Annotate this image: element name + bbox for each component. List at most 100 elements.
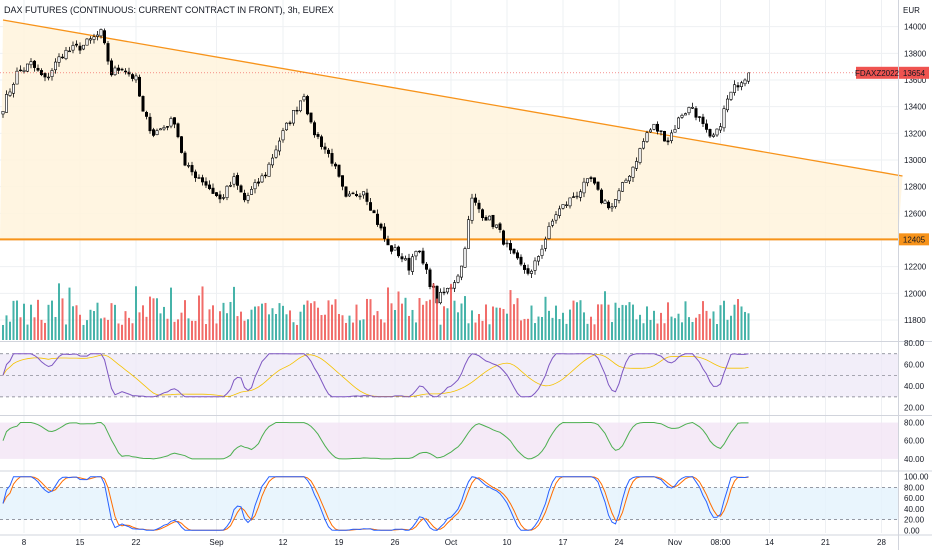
candle[interactable] <box>403 258 407 261</box>
candle[interactable] <box>624 179 628 183</box>
candle[interactable] <box>592 177 596 184</box>
candle[interactable] <box>32 60 36 68</box>
candle[interactable] <box>302 96 306 101</box>
candle[interactable] <box>599 189 603 204</box>
candle[interactable] <box>36 67 40 71</box>
candle[interactable] <box>484 217 488 221</box>
candle[interactable] <box>543 238 547 249</box>
candle[interactable] <box>120 68 124 71</box>
candle[interactable] <box>428 269 432 287</box>
candle[interactable] <box>25 63 29 72</box>
candle[interactable] <box>498 223 502 230</box>
candle[interactable] <box>204 181 208 186</box>
candle[interactable] <box>421 250 425 264</box>
candle[interactable] <box>550 220 554 226</box>
candle[interactable] <box>589 177 593 180</box>
candle[interactable] <box>687 107 691 114</box>
candle[interactable] <box>722 108 726 129</box>
candle[interactable] <box>57 56 61 63</box>
candle[interactable] <box>627 175 631 182</box>
candle[interactable] <box>561 204 565 209</box>
candle[interactable] <box>585 178 589 184</box>
candle[interactable] <box>326 149 330 154</box>
candle[interactable] <box>323 146 327 150</box>
candle[interactable] <box>155 130 159 136</box>
candle[interactable] <box>162 127 166 130</box>
candle[interactable] <box>708 129 712 137</box>
candle[interactable] <box>250 189 254 195</box>
candle[interactable] <box>690 107 694 109</box>
candle[interactable] <box>18 69 22 72</box>
candle[interactable] <box>152 129 156 136</box>
candle[interactable] <box>648 129 652 133</box>
candle[interactable] <box>180 136 184 153</box>
candle[interactable] <box>22 69 26 72</box>
candle[interactable] <box>606 201 610 209</box>
candle[interactable] <box>610 206 614 209</box>
candle[interactable] <box>718 126 722 131</box>
candle[interactable] <box>564 204 568 206</box>
candle[interactable] <box>736 85 740 88</box>
candle[interactable] <box>124 70 128 73</box>
candle[interactable] <box>393 247 397 251</box>
candle[interactable] <box>246 195 250 201</box>
candle[interactable] <box>68 50 72 53</box>
candle[interactable] <box>78 45 82 51</box>
candle[interactable] <box>60 56 64 59</box>
candle[interactable] <box>110 60 114 76</box>
candle[interactable] <box>515 252 519 259</box>
candle[interactable] <box>487 215 491 221</box>
candle[interactable] <box>711 134 715 137</box>
candle[interactable] <box>729 91 733 100</box>
candle[interactable] <box>701 116 705 124</box>
candle[interactable] <box>50 70 54 77</box>
candle[interactable] <box>365 192 369 202</box>
stochastic-d-line[interactable] <box>2 476 749 531</box>
candle[interactable] <box>89 38 93 41</box>
candle[interactable] <box>298 100 302 112</box>
candle[interactable] <box>305 96 309 115</box>
candle[interactable] <box>571 196 575 198</box>
candle[interactable] <box>208 184 212 190</box>
candle[interactable] <box>463 248 467 268</box>
candle[interactable] <box>501 230 505 245</box>
candle[interactable] <box>358 195 362 198</box>
candle[interactable] <box>183 152 187 166</box>
candle[interactable] <box>92 36 96 40</box>
candle[interactable] <box>337 164 341 177</box>
candle[interactable] <box>452 282 456 289</box>
candle[interactable] <box>344 186 348 197</box>
candle[interactable] <box>138 76 142 97</box>
candle[interactable] <box>382 226 386 239</box>
candle[interactable] <box>631 166 635 178</box>
candle[interactable] <box>1 111 5 115</box>
candle[interactable] <box>547 226 551 239</box>
stochastic-k-line[interactable] <box>2 476 749 531</box>
candle[interactable] <box>389 245 393 252</box>
candle[interactable] <box>522 264 526 270</box>
candle[interactable] <box>603 200 607 204</box>
candle[interactable] <box>260 175 264 183</box>
candle[interactable] <box>15 70 19 85</box>
candle[interactable] <box>64 49 68 59</box>
candle[interactable] <box>145 111 149 117</box>
candle[interactable] <box>494 224 498 228</box>
candle[interactable] <box>407 257 411 271</box>
candle[interactable] <box>190 165 194 173</box>
rsi-line[interactable] <box>2 353 749 398</box>
candle[interactable] <box>386 239 390 246</box>
candle[interactable] <box>236 175 240 186</box>
candle[interactable] <box>225 185 229 198</box>
candle[interactable] <box>106 43 110 62</box>
candle[interactable] <box>554 214 558 221</box>
candle[interactable] <box>291 110 295 124</box>
candle[interactable] <box>141 96 145 112</box>
candle[interactable] <box>459 265 463 278</box>
candle[interactable] <box>333 163 337 167</box>
candle[interactable] <box>354 194 358 196</box>
candle[interactable] <box>638 148 642 163</box>
candle[interactable] <box>732 84 736 93</box>
candle[interactable] <box>466 219 470 249</box>
candle[interactable] <box>676 117 680 129</box>
